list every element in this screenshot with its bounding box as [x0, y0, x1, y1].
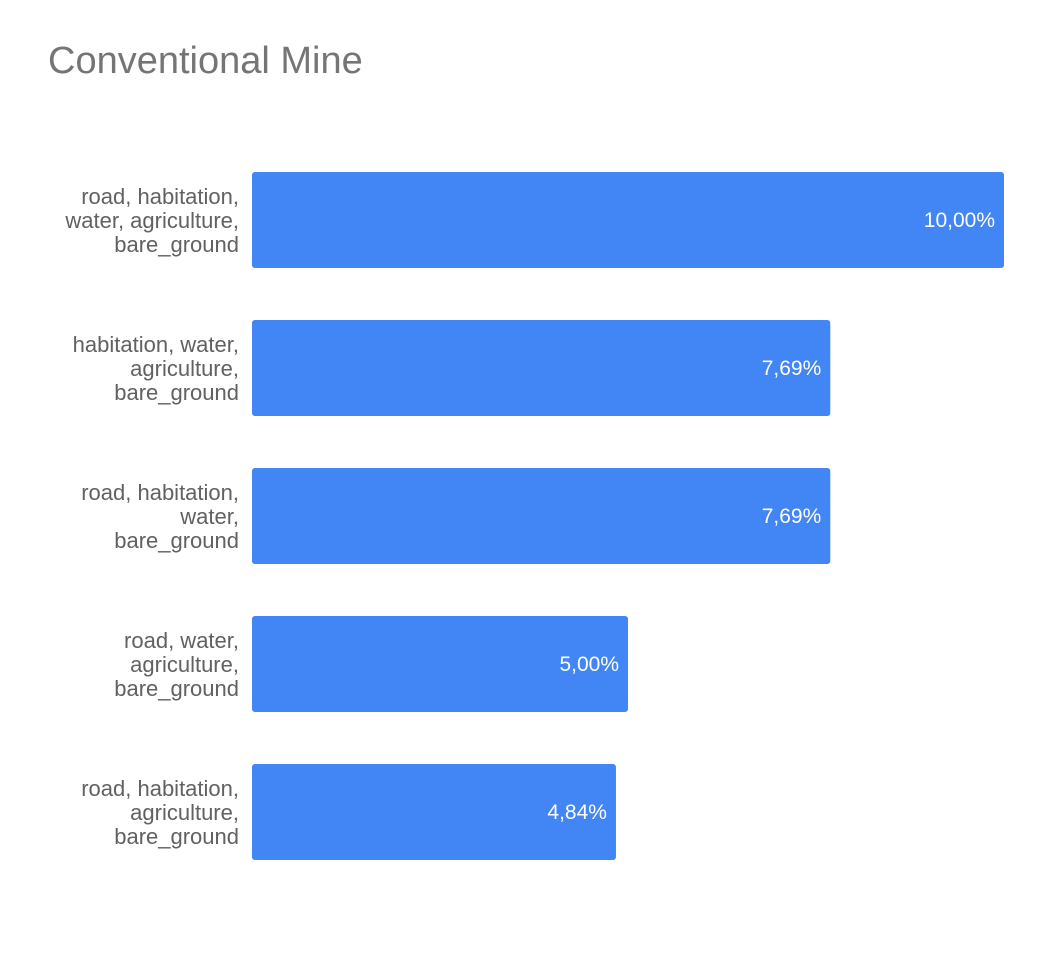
- category-label-line: bare_ground: [114, 380, 239, 405]
- category-label-line: bare_ground: [114, 676, 239, 701]
- data-label-3: 5,00%: [559, 653, 619, 676]
- category-label-line: water, agriculture,: [64, 208, 239, 233]
- category-label-0: road, habitation, water, agriculture, bare…: [64, 184, 239, 257]
- category-label-line: agriculture,: [130, 356, 239, 381]
- category-label-1: habitation, water, agriculture, bare_groun…: [73, 332, 239, 405]
- category-label-line: road, habitation,: [81, 776, 239, 801]
- category-label-line: water,: [179, 504, 239, 529]
- category-label-line: agriculture,: [130, 652, 239, 677]
- category-label-line: road, habitation,: [81, 184, 239, 209]
- data-label-0: 10,00%: [924, 209, 995, 232]
- category-label-line: bare_ground: [114, 824, 239, 849]
- chart-title: Conventional Mine: [48, 40, 363, 82]
- data-label-4: 4,84%: [547, 801, 607, 824]
- bar-1: [252, 320, 831, 416]
- category-label-line: bare_ground: [114, 528, 239, 553]
- bar-4: [252, 764, 616, 860]
- category-label-line: road, habitation,: [81, 480, 239, 505]
- data-label-2: 7,69%: [762, 505, 822, 528]
- bar-0: [252, 172, 1004, 268]
- category-label-line: agriculture,: [130, 800, 239, 825]
- category-label-line: bare_ground: [114, 232, 239, 257]
- data-label-1: 7,69%: [762, 357, 822, 380]
- bar-2: [252, 468, 831, 564]
- category-label-4: road, habitation, agriculture, bare_ground: [81, 776, 239, 849]
- bar-3: [252, 616, 628, 712]
- category-label-line: habitation, water,: [73, 332, 239, 357]
- category-label-line: road, water,: [124, 628, 239, 653]
- category-label-2: road, habitation, water, bare_ground: [81, 480, 239, 553]
- category-label-3: road, water, agriculture, bare_ground: [114, 628, 239, 701]
